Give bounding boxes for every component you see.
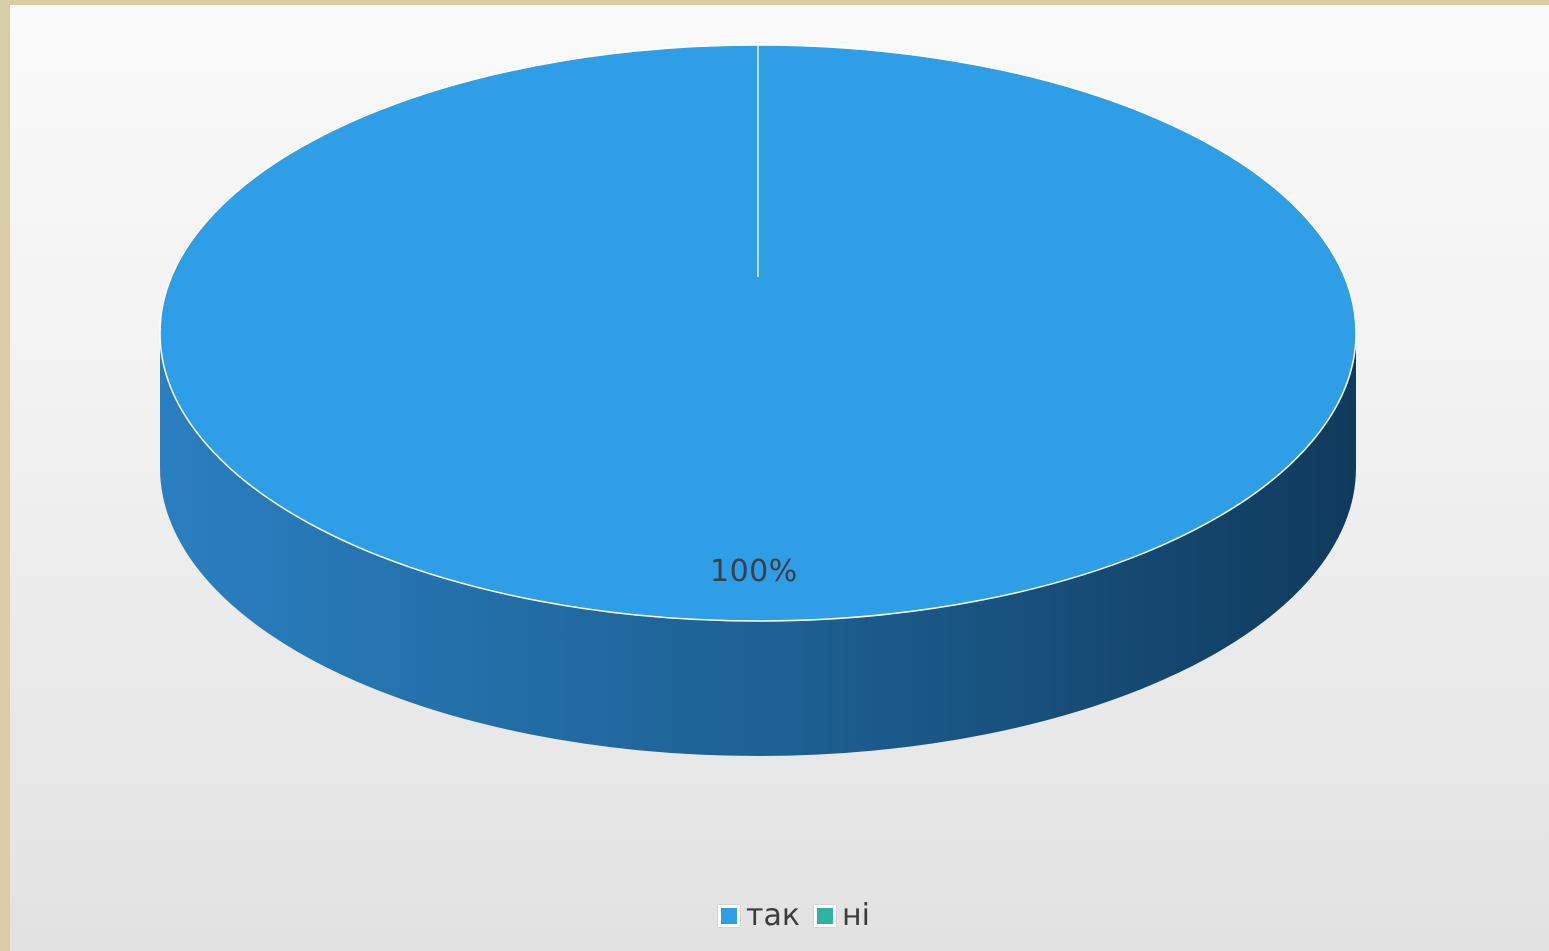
legend-label-ni: ні	[841, 898, 870, 933]
pie-slice-tak-side	[160, 333, 1356, 756]
legend-swatch-ni	[813, 904, 836, 927]
pie-chart	[159, 44, 1357, 756]
legend-entry-tak[interactable]: так	[718, 898, 800, 933]
legend-entry-ni[interactable]: ні	[813, 898, 870, 933]
legend-label-tak: так	[746, 898, 800, 933]
legend-swatch-tak	[718, 904, 740, 927]
slide: 100% так ні	[10, 5, 1549, 951]
data-label-tak: 100%	[710, 554, 798, 589]
legend: так ні	[718, 898, 870, 933]
